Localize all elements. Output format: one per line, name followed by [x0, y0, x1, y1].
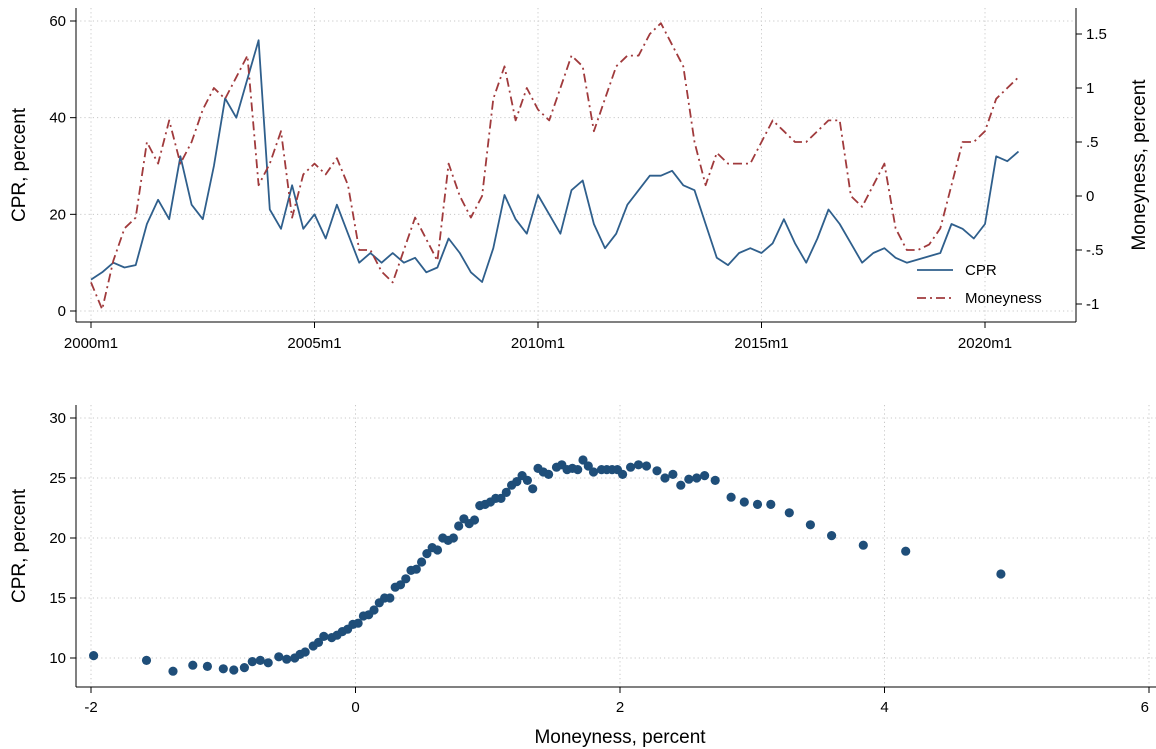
- scatter-point: [652, 466, 662, 476]
- scatter-point: [544, 469, 554, 479]
- scatter-point: [417, 557, 427, 567]
- y-left-tick-label: 20: [49, 206, 66, 223]
- scatter-point: [996, 569, 1006, 579]
- y-tick-label: 25: [49, 470, 66, 487]
- legend-label-cpr: CPR: [965, 262, 997, 279]
- scatter-point: [512, 477, 522, 487]
- scatter-point: [522, 475, 533, 485]
- x-axis-label: Moneyness, percent: [534, 727, 706, 748]
- scatter-point: [141, 655, 152, 666]
- scatter-point: [401, 574, 411, 584]
- scatter-point: [255, 655, 265, 666]
- y-right-tick-label: -.5: [1086, 242, 1104, 259]
- scatter-point: [588, 467, 599, 477]
- scatter-point: [448, 533, 458, 543]
- cpr-moneyness-time-series-chart: 0 20 40 60 -1 -.5 0 .5 1 1.5 2000m1 2005m1 2010m1 201…: [9, 8, 1150, 352]
- y-tick-label: 15: [49, 590, 66, 607]
- series-line-cpr: [90, 39, 1020, 283]
- scatter-point: [229, 665, 239, 675]
- y-tick-label: 10: [49, 650, 66, 667]
- scatter-point: [202, 661, 212, 672]
- scatter-point: [369, 605, 379, 615]
- scatter-point: [353, 618, 363, 628]
- y-axis-label: CPR, percent: [9, 488, 30, 603]
- scatter-point: [218, 664, 228, 674]
- cpr-vs-moneyness-scatter-chart: 10 15 20 25 30 -2 0 2 4 6 CPR, percent Moneyness, p…: [9, 405, 1156, 748]
- y-left-tick-label: 0: [58, 303, 66, 320]
- scatter-point: [641, 461, 652, 471]
- x-tick-label: 2000m1: [64, 335, 118, 352]
- y-left-tick-label: 60: [49, 13, 66, 30]
- scatter-point: [89, 651, 99, 661]
- scatter-point: [239, 663, 249, 673]
- scatter-point: [188, 660, 198, 670]
- scatter-point: [827, 531, 837, 541]
- scatter-point: [496, 493, 506, 503]
- scatter-point: [528, 484, 538, 494]
- scatter-point: [739, 497, 749, 507]
- scatter-point: [578, 455, 588, 465]
- scatter-point: [766, 499, 776, 509]
- x-tick-label: 2: [616, 699, 624, 716]
- scatter-point: [784, 508, 794, 518]
- legend-label-moneyness: Moneyness: [965, 290, 1042, 307]
- scatter-point: [752, 499, 763, 509]
- scatter-point: [700, 471, 710, 481]
- scatter-point: [319, 631, 329, 642]
- scatter-point: [300, 647, 310, 657]
- x-tick-label: 2010m1: [511, 335, 565, 352]
- scatter-point: [626, 462, 636, 472]
- scatter-point: [274, 652, 284, 662]
- scatter-point: [618, 469, 628, 479]
- scatter-point: [684, 474, 694, 484]
- scatter-point: [726, 492, 736, 502]
- scatter-point: [432, 545, 443, 555]
- y-right-tick-label: -1: [1086, 296, 1099, 313]
- scatter-point: [633, 460, 644, 470]
- y-left-axis-label: CPR, percent: [9, 107, 30, 222]
- scatter-point: [858, 540, 868, 550]
- y-left-tick-label: 40: [49, 110, 66, 127]
- scatter-point: [469, 515, 480, 525]
- scatter-point: [692, 473, 702, 483]
- scatter-point: [805, 520, 816, 530]
- y-tick-label: 20: [49, 530, 66, 547]
- x-tick-label: 2015m1: [734, 335, 788, 352]
- scatter-point: [422, 549, 432, 559]
- scatter-point: [454, 521, 464, 531]
- scatter-point: [385, 593, 395, 603]
- y-tick-label: 30: [49, 410, 66, 427]
- scatter-point: [710, 475, 720, 485]
- y-right-tick-label: 0: [1086, 188, 1094, 205]
- scatter-point: [313, 637, 324, 648]
- scatter-point: [282, 654, 292, 664]
- scatter-point: [573, 465, 583, 475]
- y-right-tick-label: .5: [1086, 134, 1099, 151]
- scatter-point: [676, 480, 686, 490]
- scatter-point: [668, 469, 678, 479]
- x-tick-label: -2: [84, 699, 97, 716]
- scatter-point: [168, 666, 178, 676]
- scatter-point: [501, 487, 511, 497]
- scatter-point: [411, 564, 421, 574]
- series-line-moneyness: [90, 22, 1020, 311]
- scatter-point: [395, 580, 406, 590]
- y-right-axis-label: Moneyness, percent: [1129, 79, 1150, 251]
- scatter-point: [263, 658, 273, 668]
- x-tick-label: 4: [880, 699, 888, 716]
- x-tick-label: 2020m1: [958, 335, 1012, 352]
- x-tick-label: 6: [1141, 699, 1149, 716]
- x-tick-label: 2005m1: [287, 335, 341, 352]
- y-right-tick-label: 1.5: [1086, 26, 1107, 43]
- scatter-point: [660, 473, 670, 483]
- scatter-point: [247, 657, 257, 667]
- scatter-point: [583, 461, 593, 471]
- scatter-point: [901, 546, 911, 556]
- x-tick-label: 0: [351, 699, 359, 716]
- y-right-tick-label: 1: [1086, 80, 1094, 97]
